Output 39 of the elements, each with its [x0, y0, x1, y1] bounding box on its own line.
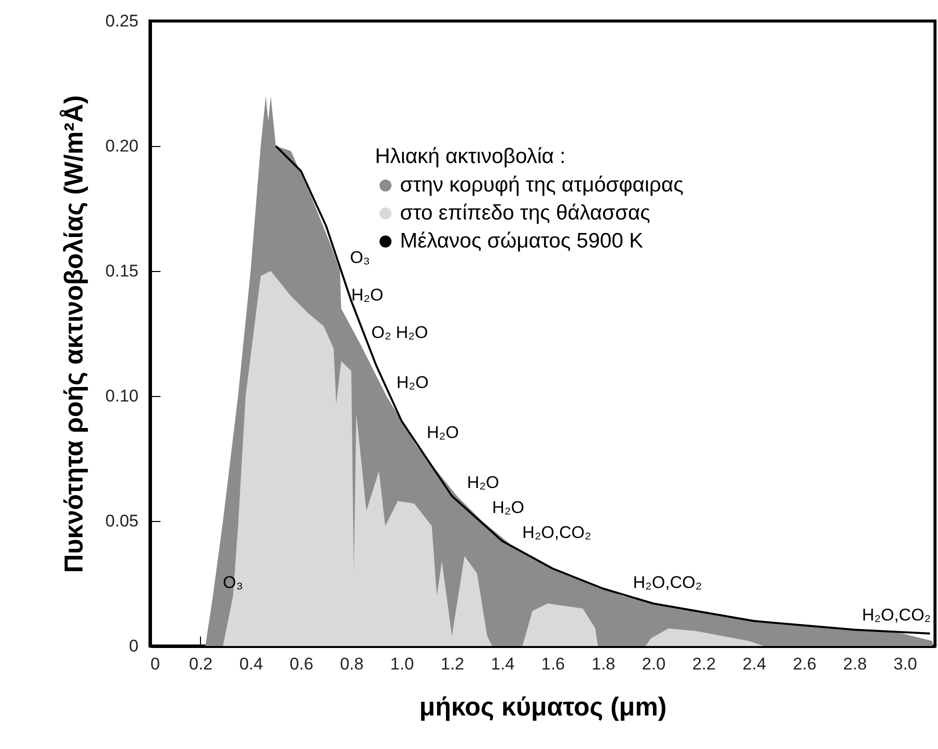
annotation: H₂O — [351, 286, 384, 304]
y-tick-label: 0.20 — [105, 136, 138, 156]
x-tick-label: 3.0 — [893, 654, 918, 674]
legend-title: Ηλιακή ακτινοβολία : — [375, 145, 566, 168]
annotation: H₂O,CO₂ — [522, 523, 592, 542]
x-tick-label: 2.0 — [642, 654, 666, 674]
y-axis-title: Πυκνότητα ροής ακτινοβολίας (W/m²Å) — [58, 95, 88, 573]
x-tick-label: 2.6 — [792, 654, 816, 674]
x-tick-label: 2.2 — [692, 654, 716, 674]
y-tick-label: 0 — [129, 636, 138, 656]
x-tick-label: 1.2 — [440, 654, 464, 674]
legend-label: Μέλανος σώματος 5900 K — [400, 230, 644, 252]
y-tick-label: 0.15 — [105, 262, 138, 280]
annotation: H₂O — [426, 423, 459, 442]
annotation: H₂O,CO₂ — [633, 573, 702, 592]
x-tick-label: 0.6 — [290, 654, 314, 674]
y-tick-label: 0.10 — [105, 386, 138, 406]
legend-label: στην κορυφή της ατμόσφαιρας — [400, 174, 684, 196]
line-series — [274, 145, 931, 634]
x-tick-label: 1.6 — [541, 654, 565, 674]
annotation: H₂O,CO₂ — [862, 606, 931, 624]
x-tick-label: 2.8 — [843, 654, 867, 674]
y-tick-label: 0.05 — [105, 512, 138, 530]
annotation: O₂ H₂O — [371, 323, 428, 342]
x-tick-label: 1.8 — [592, 654, 616, 674]
annotation: H₂O — [492, 498, 524, 517]
annotation: H₂O — [466, 473, 500, 492]
y-tick-label: 0.25 — [105, 12, 138, 30]
x-tick-label: 1.0 — [390, 654, 414, 674]
legend-label: στο επίπεδο της θάλασσας — [400, 202, 650, 224]
x-tick-label: 0.2 — [189, 654, 213, 674]
x-tick-label: 0 — [150, 654, 160, 674]
annotation: O₃ — [350, 248, 370, 267]
x-axis-title: μήκος κύματος (μm) — [419, 692, 667, 722]
x-tick-label: 0.8 — [340, 654, 364, 674]
annotation: H₂O — [396, 373, 429, 392]
x-tick-label: 1.4 — [490, 654, 515, 674]
x-tick-label: 2.4 — [742, 654, 766, 674]
x-tick-label: 0.4 — [239, 654, 263, 674]
